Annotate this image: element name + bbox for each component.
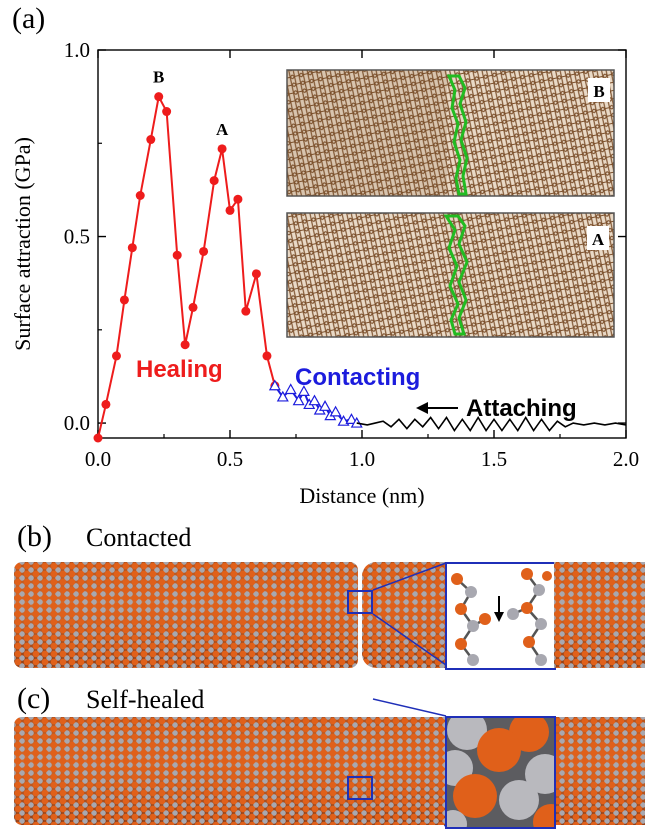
y-axis-ticks: 0.0 0.5 1.0 xyxy=(64,38,626,435)
inset-b: B xyxy=(286,69,615,197)
y-tick-label: 0.0 xyxy=(64,411,90,435)
panel-b-label: (b) xyxy=(17,520,52,553)
y-tick-label: 0.5 xyxy=(64,225,90,249)
data-point xyxy=(93,433,103,443)
data-point xyxy=(111,351,121,361)
series-line-healing xyxy=(97,93,276,439)
data-point xyxy=(146,135,156,145)
healing-label: Healing xyxy=(136,356,223,383)
peak-label: A xyxy=(216,120,229,139)
data-point xyxy=(345,413,358,424)
data-point xyxy=(101,399,111,409)
data-point xyxy=(188,302,198,312)
inset-a: A xyxy=(286,212,615,338)
data-point xyxy=(209,176,219,186)
data-point xyxy=(199,246,209,256)
data-point xyxy=(284,383,297,395)
nanotube-right-end xyxy=(554,562,645,668)
x-axis-label: Distance (nm) xyxy=(299,483,424,508)
attaching-arrow xyxy=(416,402,458,414)
inset-a-label: A xyxy=(592,230,605,249)
panel-a-label: (a) xyxy=(12,2,46,35)
data-point xyxy=(297,385,310,396)
data-point xyxy=(262,351,272,361)
data-point xyxy=(292,394,305,406)
data-point xyxy=(276,390,289,402)
data-point xyxy=(233,194,243,204)
data-point xyxy=(180,340,190,350)
data-point xyxy=(251,269,261,279)
data-point xyxy=(127,243,137,253)
x-tick-label: 2.0 xyxy=(613,447,639,471)
x-tick-label: 0.0 xyxy=(85,447,111,471)
data-point xyxy=(172,250,182,260)
bond-arrow-icon xyxy=(494,596,504,622)
panel-b-title: Contacted xyxy=(86,523,192,552)
x-axis-ticks: 0.0 0.5 1.0 1.5 2.0 xyxy=(85,50,639,471)
zoom-inset-contacted xyxy=(445,562,556,670)
series-attaching xyxy=(356,415,627,432)
defect-ring-a xyxy=(443,214,469,336)
peak-labels: BA xyxy=(153,68,229,139)
inset-b-label: B xyxy=(593,82,604,101)
y-tick-label: 1.0 xyxy=(64,38,90,62)
attraction-chart: 0.0 0.5 1.0 1.5 2.0 0.00.51.0 B A BA Healing… xyxy=(10,38,639,508)
data-point xyxy=(225,205,235,215)
data-point xyxy=(241,306,251,316)
panel-c-title: Self-healed xyxy=(86,685,205,714)
data-point xyxy=(217,144,227,154)
data-point xyxy=(308,394,321,406)
x-tick-label: 0.5 xyxy=(217,447,243,471)
peak-label: B xyxy=(153,68,164,87)
x-tick-label: 1.5 xyxy=(481,447,507,471)
data-point xyxy=(119,295,129,305)
nanotube-left-contacted xyxy=(14,562,358,668)
zoom-inset-self-healed xyxy=(445,716,556,829)
data-point xyxy=(319,400,332,411)
y-axis-label: Surface attraction (GPa) xyxy=(10,137,35,351)
data-point xyxy=(268,379,281,391)
data-point xyxy=(154,92,164,102)
series-line-attaching xyxy=(356,415,627,432)
data-point xyxy=(350,416,363,428)
attaching-label: Attaching xyxy=(466,395,577,422)
series-healing xyxy=(93,92,280,443)
defect-ring-b xyxy=(446,74,469,196)
data-point xyxy=(162,107,172,117)
zoom-source-box-b xyxy=(347,590,373,614)
chart-series xyxy=(93,92,627,443)
data-point xyxy=(135,191,145,200)
panel-c-label: (c) xyxy=(17,682,51,715)
data-point xyxy=(329,405,342,417)
contacting-label: Contacting xyxy=(295,364,420,391)
x-tick-label: 1.0 xyxy=(349,447,375,471)
series-contacting xyxy=(268,379,363,428)
zoom-source-box-c xyxy=(347,776,373,800)
